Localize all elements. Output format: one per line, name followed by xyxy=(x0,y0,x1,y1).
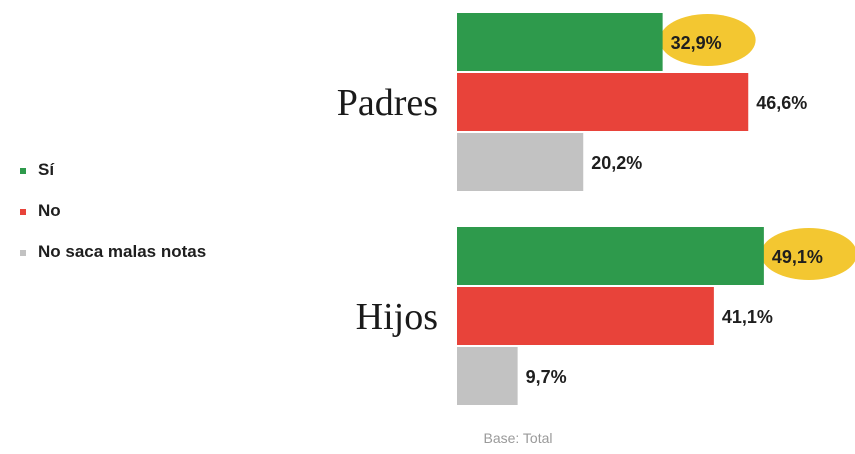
legend-label-3: No saca malas notas xyxy=(38,242,206,261)
value-label-hijos-1: 49,1% xyxy=(772,247,823,267)
value-label-padres-1: 32,9% xyxy=(671,33,722,53)
category-labels: Padres Hijos xyxy=(337,82,438,338)
highlight-padres xyxy=(659,14,756,66)
value-label-hijos-2: 41,1% xyxy=(722,307,773,327)
legend-label-1: Sí xyxy=(38,160,55,179)
bar-hijos-3 xyxy=(457,347,518,405)
value-label-padres-2: 46,6% xyxy=(756,93,807,113)
category-label-padres: Padres xyxy=(337,82,438,124)
legend-swatch-1 xyxy=(20,168,26,174)
legend-swatch-2 xyxy=(20,209,26,215)
bar-padres-1 xyxy=(457,13,663,71)
chart-legend: Sí No No saca malas notas xyxy=(20,160,206,261)
bar-hijos-1 xyxy=(457,227,764,285)
value-label-hijos-3: 9,7% xyxy=(526,367,567,387)
highlight-ellipses xyxy=(659,14,855,280)
value-label-padres-3: 20,2% xyxy=(591,153,642,173)
legend-label-2: No xyxy=(38,201,61,220)
value-labels: 32,9% 46,6% 20,2% 49,1% 41,1% 9,7% xyxy=(526,33,823,387)
category-label-hijos: Hijos xyxy=(356,296,438,338)
chart-footnote: Base: Total xyxy=(483,430,552,446)
bar-padres-3 xyxy=(457,133,584,191)
highlight-hijos xyxy=(760,228,855,280)
bar-hijos-2 xyxy=(457,287,714,345)
bar-padres-2 xyxy=(457,73,749,131)
legend-swatch-3 xyxy=(20,250,26,256)
chart-bars xyxy=(457,13,764,405)
